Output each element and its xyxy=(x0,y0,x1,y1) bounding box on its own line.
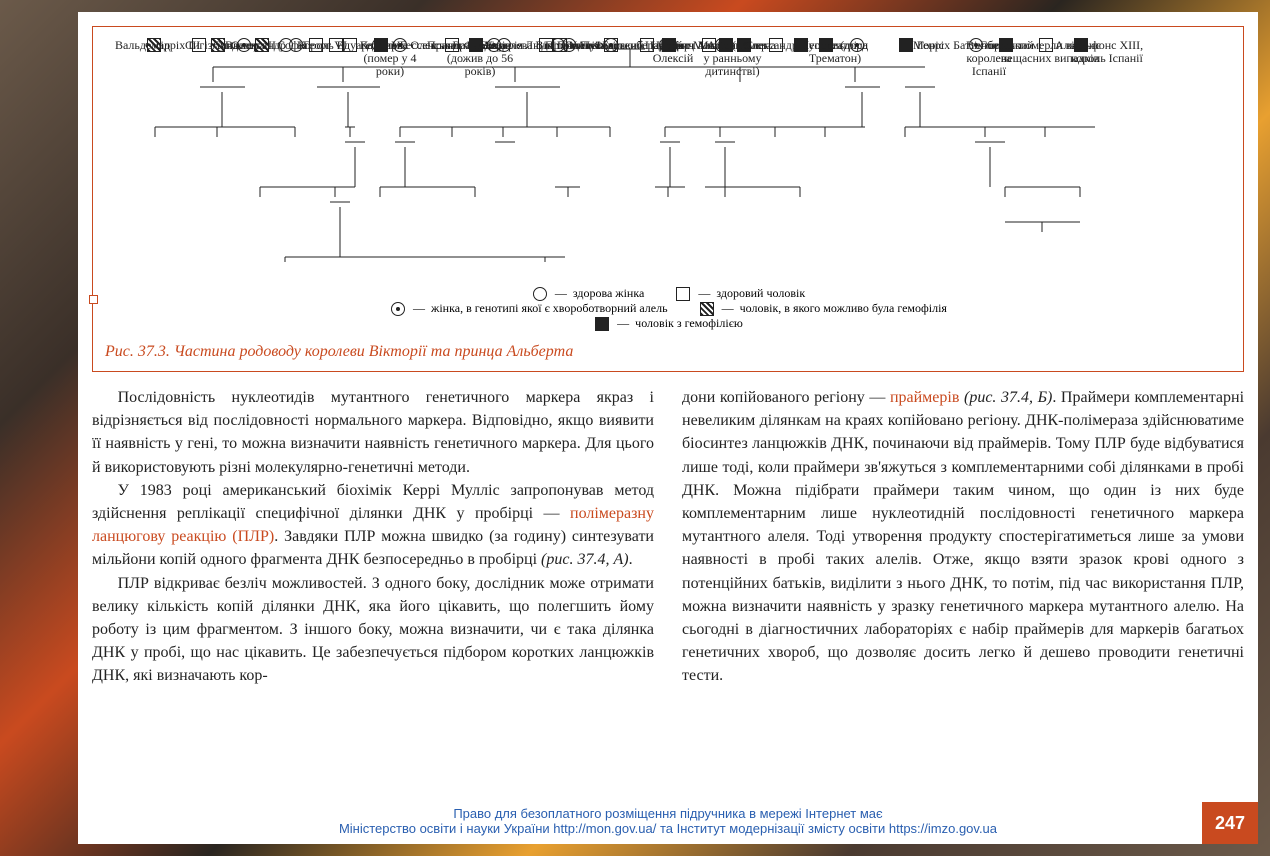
right-column: дони копійованого регіону — праймерів (р… xyxy=(682,386,1244,687)
term: праймерів xyxy=(890,389,959,406)
text: ПЛР відкриває безліч можливостей. З одно… xyxy=(92,575,654,685)
page-content: Королева Вікторія Принц Альберт Фрідріх … xyxy=(78,12,1258,844)
symbol-female xyxy=(279,38,293,52)
text-columns: Послідовність нуклеотидів мутантного ген… xyxy=(78,372,1258,687)
footer-line: Міністерство освіти і науки України http… xyxy=(78,821,1258,836)
footer: Право для безоплатного розміщення підруч… xyxy=(78,806,1258,836)
label: Єлизавета II xyxy=(213,39,276,52)
pedigree-lines xyxy=(105,37,1231,282)
footer-line: Право для безоплатного розміщення підруч… xyxy=(78,806,1258,821)
page-number: 247 xyxy=(1202,802,1258,844)
text: Послідовність нуклеотидів мутантного ген… xyxy=(92,389,654,476)
figure-caption: Рис. 37.3. Частина родоводу королеви Вік… xyxy=(105,343,1231,361)
label: Принц Філіп xyxy=(557,39,623,52)
legend-label: чоловік, в якого можливо була гемофілія xyxy=(740,301,947,316)
legend-label: чоловік з гемофілією xyxy=(635,316,743,331)
legend-label: здорова жінка xyxy=(573,286,644,301)
text: . xyxy=(629,551,633,568)
label: Георг VI xyxy=(303,39,347,52)
paragraph: дони копійованого регіону — праймерів (р… xyxy=(682,386,1244,687)
figure-box: Королева Вікторія Принц Альберт Фрідріх … xyxy=(92,26,1244,372)
left-column: Послідовність нуклеотидів мутантного ген… xyxy=(92,386,654,687)
label: Моріс (помер у ранньому дитинстві) xyxy=(695,39,770,79)
ref: (рис. 37.4, Б) xyxy=(964,389,1052,406)
legend-label: здоровий чоловік xyxy=(716,286,805,301)
symbol-male xyxy=(539,38,553,52)
label: Вальдемар (дожив до 56 років) xyxy=(435,39,525,79)
legend-label: жінка, в генотипі якої є хвороботворний … xyxy=(431,301,668,316)
symbol-male-affected xyxy=(899,38,913,52)
paragraph: ПЛР відкриває безліч можливостей. З одно… xyxy=(92,572,654,688)
label: Вальдемар xyxy=(115,39,170,52)
label: Руперт (лорд Трематон) xyxy=(775,39,895,65)
pedigree-chart: Королева Вікторія Принц Альберт Фрідріх … xyxy=(105,37,1231,282)
legend: — здорова жінка — здоровий чоловік — жін… xyxy=(105,286,1231,331)
text: . Праймери комплементарні невеликим діля… xyxy=(682,389,1244,684)
paragraph: Послідовність нуклеотидів мутантного ген… xyxy=(92,386,654,479)
ref: (рис. 37.4, А) xyxy=(541,551,629,568)
label: Царевич Олексій xyxy=(643,39,703,65)
paragraph: У 1983 році американський біохімік Керрі… xyxy=(92,479,654,572)
label: Генріх (помер у 4 роки) xyxy=(360,39,420,79)
label: померли від нещасних випадків xyxy=(1000,39,1100,65)
label: Моріс xyxy=(913,39,944,52)
text: дони копійованого регіону — xyxy=(682,389,890,406)
